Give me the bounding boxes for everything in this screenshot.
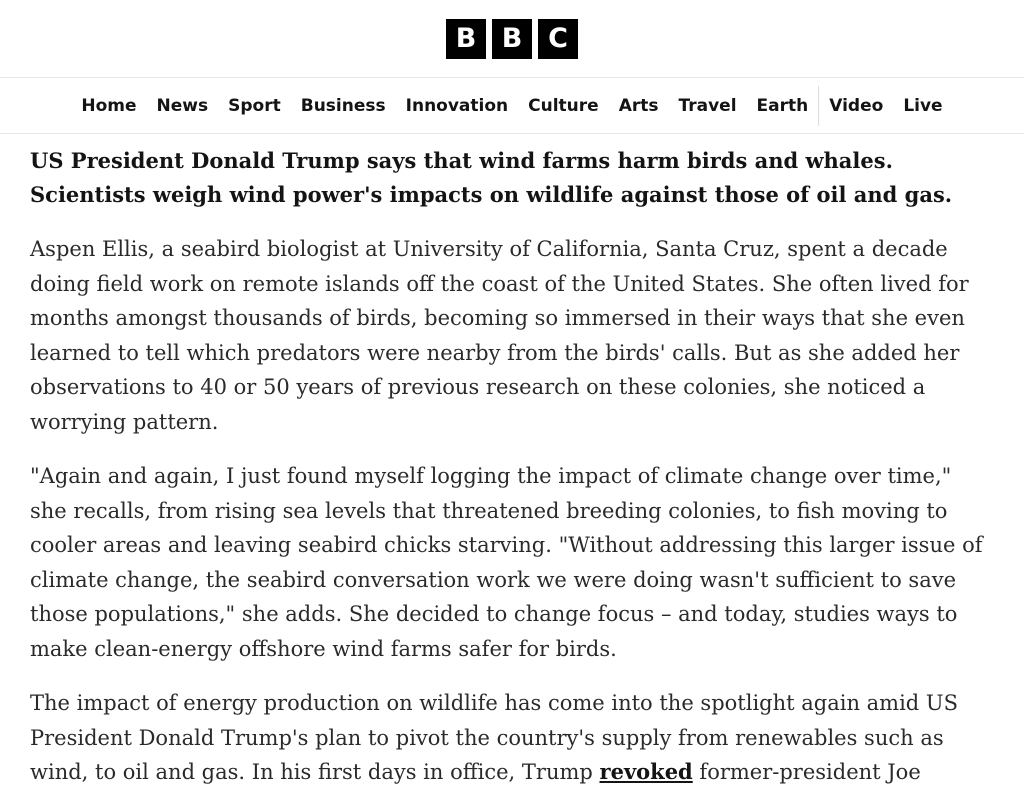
nav-item-live[interactable]: Live <box>903 95 943 116</box>
bbc-logo[interactable]: B B C <box>446 18 578 59</box>
paragraph-3: The impact of energy production on wildl… <box>30 686 994 790</box>
article-standfirst: US President Donald Trump says that wind… <box>30 148 953 207</box>
nav-item-news[interactable]: News <box>156 95 209 116</box>
nav-divider <box>818 85 820 126</box>
masthead: B B C <box>0 0 1024 78</box>
logo-letter-b2: B <box>492 18 532 59</box>
main-nav: Home News Sport Business Innovation Cult… <box>0 78 1024 134</box>
nav-item-arts[interactable]: Arts <box>618 95 659 116</box>
nav-item-travel[interactable]: Travel <box>678 95 737 116</box>
logo-letter-c: C <box>538 18 578 59</box>
logo-letter-b1: B <box>446 18 486 59</box>
revoked-link[interactable]: revoked <box>599 759 693 784</box>
paragraph-3-text-before: The impact of energy production on wildl… <box>30 691 958 784</box>
nav-item-sport[interactable]: Sport <box>228 95 281 116</box>
nav-item-culture[interactable]: Culture <box>528 95 599 116</box>
paragraph-3-text-after: former-president Joe <box>692 760 921 784</box>
article-body: US President Donald Trump says that wind… <box>0 134 1024 790</box>
nav-item-business[interactable]: Business <box>300 95 386 116</box>
paragraph-2: "Again and again, I just found myself lo… <box>30 464 983 661</box>
nav-item-video[interactable]: Video <box>829 95 884 116</box>
nav-item-home[interactable]: Home <box>81 95 137 116</box>
paragraph-1: Aspen Ellis, a seabird biologist at Univ… <box>30 237 969 434</box>
nav-item-earth[interactable]: Earth <box>756 95 809 116</box>
nav-item-innovation[interactable]: Innovation <box>405 95 509 116</box>
